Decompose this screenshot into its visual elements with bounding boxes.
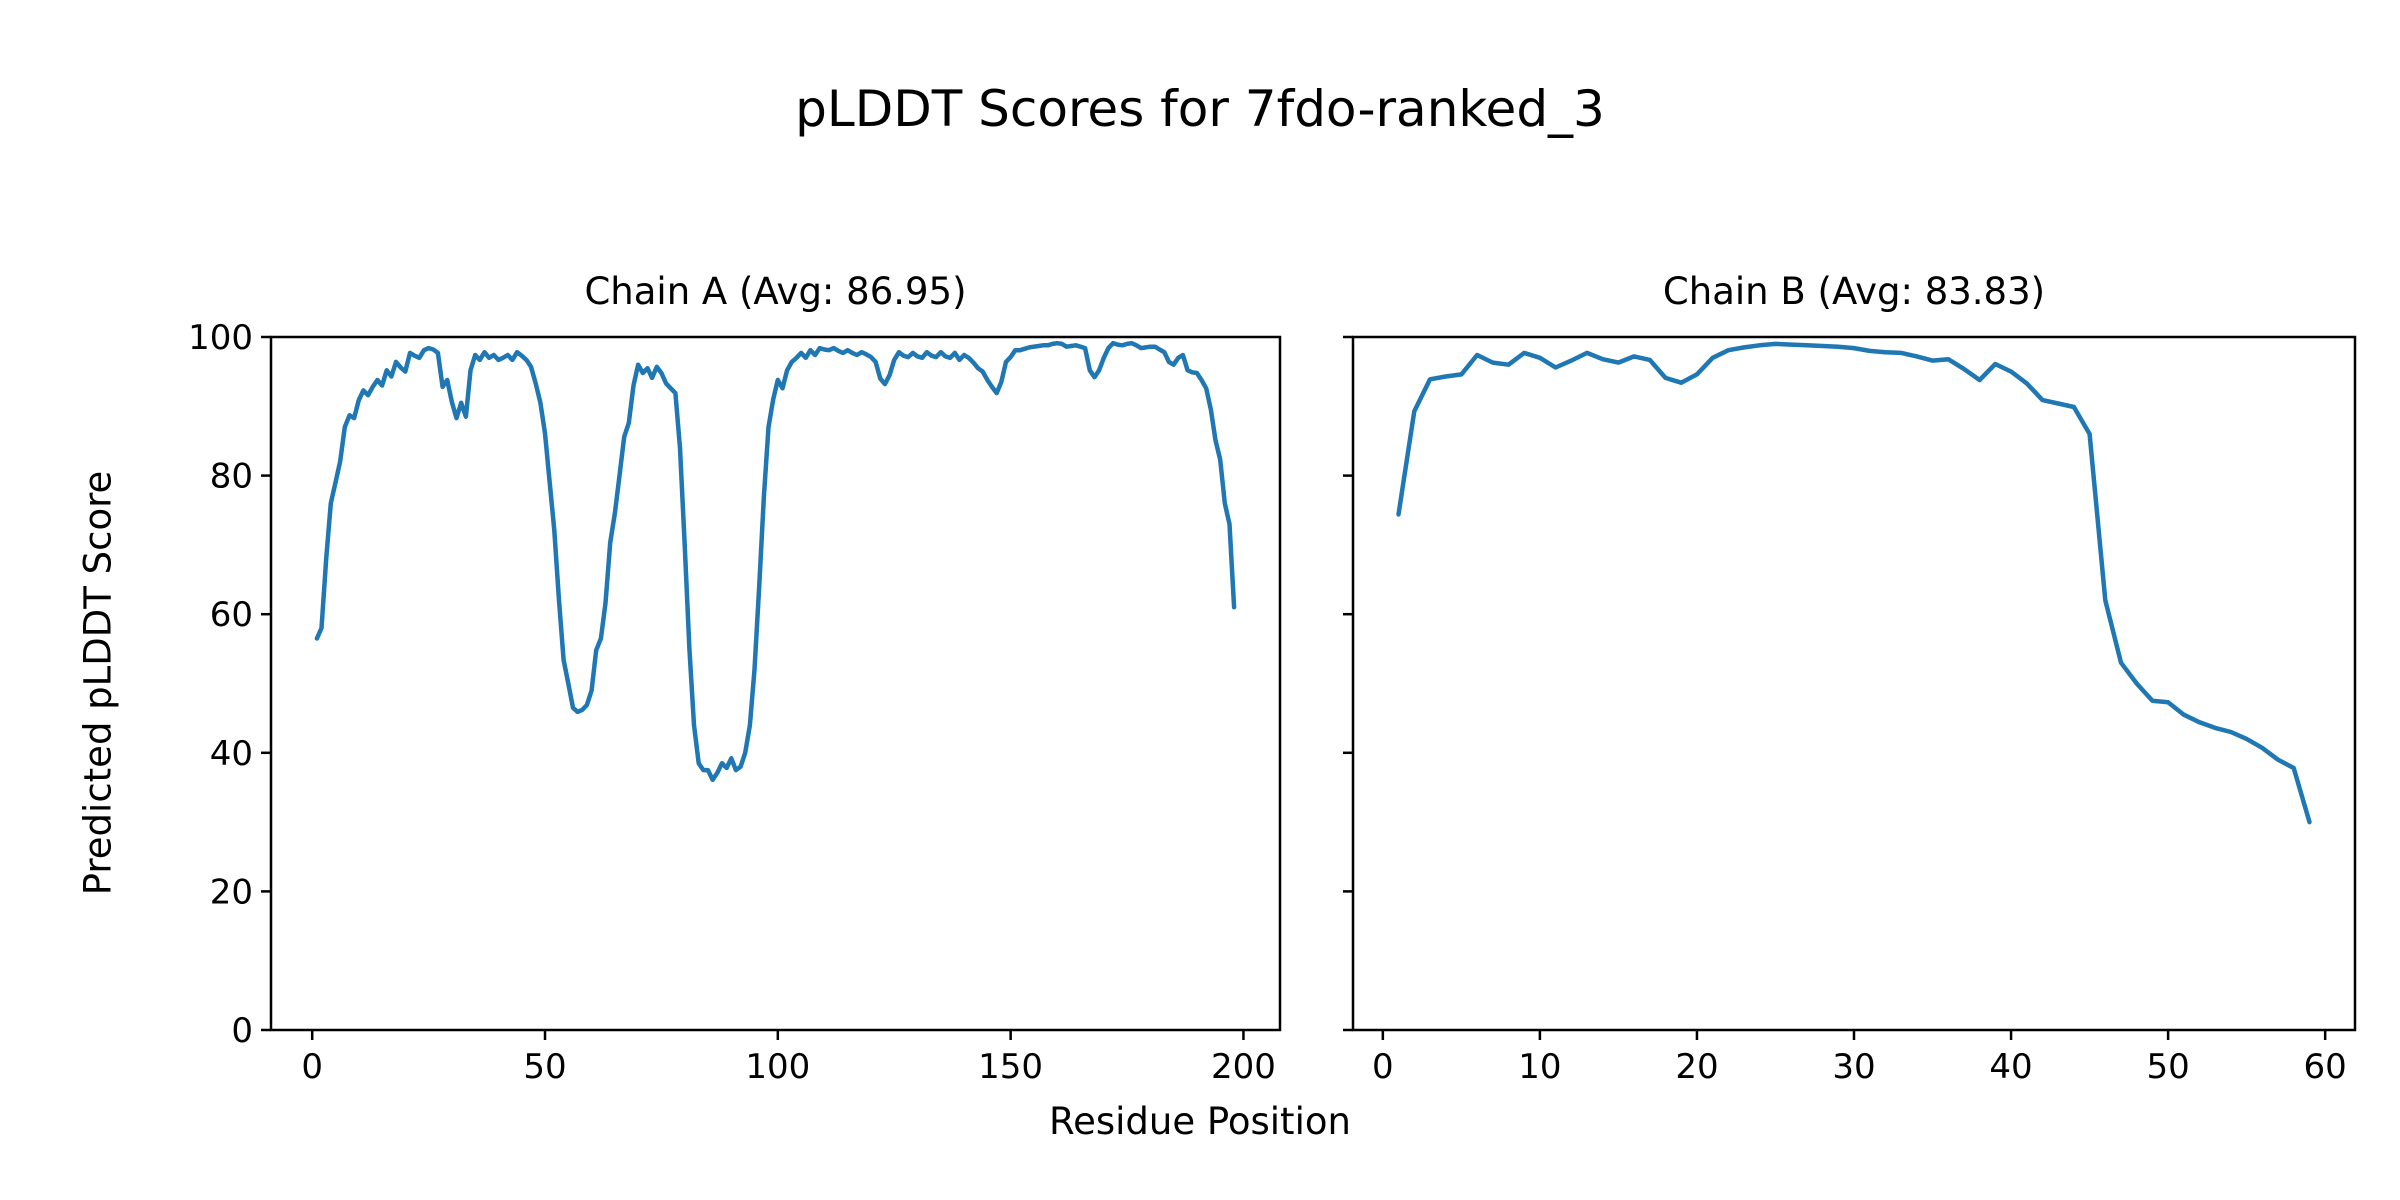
- chain-a-xtick-label: 0: [301, 1047, 323, 1087]
- chain-b-spines: [1351, 335, 2357, 1032]
- chain-b-plot: 0 10 20 30 40 50 60: [1343, 335, 2357, 1087]
- chain-b-xtick-label: 60: [2304, 1047, 2347, 1087]
- chain-a-xtick-label: 100: [745, 1047, 810, 1087]
- chain-a-title: Chain A (Avg: 86.95): [584, 270, 967, 313]
- plddt-line-chain-b: [1396, 341, 2312, 825]
- plddt-line-chain-a: [314, 340, 1237, 783]
- chain-b-xtick-label: 10: [1518, 1047, 1561, 1087]
- ytick-label: 100: [188, 318, 253, 358]
- ytick-label: 60: [210, 595, 253, 635]
- ytick-label: 40: [210, 734, 253, 774]
- ytick-label: 20: [210, 872, 253, 912]
- chain-b-xtick-label: 40: [1989, 1047, 2032, 1087]
- chain-a-xtick-label: 150: [978, 1047, 1043, 1087]
- chain-a-spines: [269, 335, 1282, 1032]
- ytick-label: 80: [210, 457, 253, 497]
- chain-b-xtick-label: 50: [2146, 1047, 2189, 1087]
- chain-a-plot: 0 50 100 150 200 0 20 40 60 80 100: [188, 318, 1282, 1087]
- x-axis-label: Residue Position: [1049, 1100, 1351, 1143]
- chain-b-xtick-label: 0: [1372, 1047, 1394, 1087]
- chain-a-xtick-label: 200: [1211, 1047, 1276, 1087]
- chain-b-title: Chain B (Avg: 83.83): [1662, 270, 2046, 313]
- ytick-label: 0: [231, 1011, 253, 1051]
- chain-b-xtick-label: 30: [1832, 1047, 1875, 1087]
- chain-a-xtick-label: 50: [523, 1047, 566, 1087]
- chain-b-xtick-label: 20: [1675, 1047, 1718, 1087]
- figure-suptitle: pLDDT Scores for 7fdo-ranked_3: [795, 80, 1605, 138]
